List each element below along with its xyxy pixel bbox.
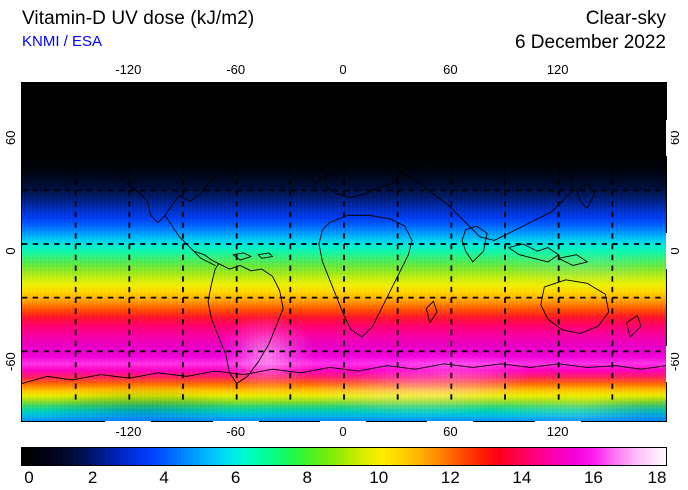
- x-tick-label-bottom-120: 120: [546, 424, 569, 439]
- colorbar: [21, 447, 667, 466]
- x-tick-mark: [427, 421, 474, 426]
- y-tick-mark: [16, 233, 21, 269]
- graticule-overlay: [22, 83, 666, 405]
- x-tick-mark: [534, 76, 581, 81]
- x-tick-label-top-60: 60: [443, 62, 458, 77]
- colorbar-tick-12: 12: [440, 468, 460, 487]
- x-tick-mark: [212, 76, 259, 81]
- colorbar-tick-8: 8: [302, 468, 312, 487]
- x-tick-label-bottom-0: 0: [339, 424, 347, 439]
- page-title: Vitamin-D UV dose (kJ/m2): [22, 8, 255, 29]
- x-tick-label-top--60: -60: [226, 62, 246, 77]
- colorbar-tick-18: 18: [647, 468, 667, 487]
- colorbar-tick-6: 6: [230, 468, 241, 487]
- x-tick-label-top-120: 120: [546, 62, 569, 77]
- source-credit: KNMI / ESA: [22, 33, 103, 50]
- x-tick-mark: [534, 421, 581, 426]
- y-tick-mark: [16, 120, 21, 157]
- x-tick-label-top-0: 0: [339, 62, 347, 77]
- coastline-overlay: [22, 83, 666, 405]
- x-tick-mark: [320, 421, 366, 426]
- x-tick-mark: [105, 76, 152, 81]
- x-tick-label-bottom--120: -120: [115, 424, 142, 439]
- colorbar-tick-14: 14: [512, 468, 532, 487]
- date-label: 6 December 2022: [514, 32, 666, 53]
- y-tick-mark: [666, 120, 671, 157]
- x-tick-label-bottom-60: 60: [443, 424, 458, 439]
- x-tick-label-top--120: -120: [115, 62, 142, 77]
- colorbar-tick-2: 2: [87, 468, 98, 487]
- x-tick-mark: [320, 76, 366, 81]
- map-clip: [22, 83, 666, 421]
- colorbar-tick-4: 4: [159, 468, 169, 487]
- y-tick-mark: [666, 345, 671, 382]
- x-tick-mark: [212, 421, 259, 426]
- x-tick-mark: [105, 421, 152, 426]
- colorbar-tick-0: 0: [24, 468, 34, 487]
- x-tick-label-bottom--60: -60: [226, 424, 246, 439]
- colorbar-tick-10: 10: [369, 468, 389, 487]
- colorbar-tick-16: 16: [583, 468, 603, 487]
- y-tick-mark: [16, 345, 21, 382]
- y-tick-mark: [666, 233, 671, 269]
- world-map-plot: [21, 82, 667, 422]
- condition-label: Clear-sky: [585, 8, 666, 29]
- x-tick-mark: [427, 76, 474, 81]
